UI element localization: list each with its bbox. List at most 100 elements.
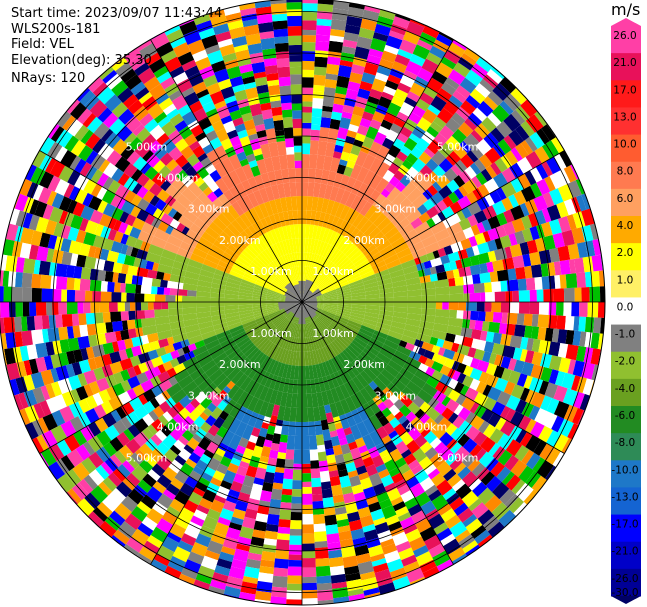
velocity-gate	[318, 362, 327, 378]
velocity-gate	[232, 263, 247, 273]
velocity-gate	[233, 236, 247, 250]
noise-gate	[128, 136, 143, 152]
velocity-gate	[424, 241, 441, 254]
noise-gate	[383, 44, 399, 56]
velocity-gate	[365, 293, 380, 299]
velocity-gate	[302, 435, 310, 450]
velocity-gate	[371, 260, 387, 271]
colorbar-tick-label: -26.0	[611, 573, 638, 585]
noise-gate	[212, 23, 230, 36]
noise-gate	[249, 492, 262, 501]
noise-gate	[126, 456, 140, 470]
velocity-gate	[233, 354, 247, 368]
noise-gate	[177, 348, 185, 357]
velocity-gate	[257, 277, 271, 286]
noise-gate	[134, 87, 150, 101]
noise-gate	[270, 488, 283, 501]
noise-gate	[109, 454, 123, 468]
velocity-gate	[228, 154, 242, 171]
clutter-gate	[302, 302, 318, 308]
noise-gate	[178, 448, 192, 462]
noise-gate	[487, 250, 497, 263]
velocity-gate	[199, 325, 215, 335]
noise-gate	[438, 158, 454, 173]
velocity-gate	[281, 334, 290, 349]
noise-gate	[239, 526, 254, 540]
noise-gate	[222, 395, 232, 405]
noise-gate	[109, 351, 122, 364]
velocity-gate	[393, 290, 408, 298]
noise-gate	[486, 68, 503, 85]
noise-gate	[587, 302, 599, 318]
noise-gate	[239, 105, 252, 116]
noise-gate	[36, 246, 49, 262]
noise-gate	[126, 388, 138, 401]
velocity-gate	[150, 236, 167, 249]
velocity-gate	[269, 285, 283, 294]
velocity-gate	[406, 283, 422, 291]
velocity-gate	[286, 253, 293, 268]
velocity-gate	[270, 244, 280, 259]
noise-gate	[363, 62, 379, 76]
velocity-gate	[314, 319, 325, 332]
noise-gate	[539, 443, 555, 461]
velocity-gate	[197, 316, 213, 325]
velocity-gate	[379, 310, 394, 317]
velocity-gate	[254, 256, 267, 269]
noise-gate	[117, 221, 129, 234]
noise-gate	[23, 422, 39, 441]
velocity-gate	[406, 380, 422, 396]
velocity-gate	[311, 253, 318, 268]
clutter-gate	[284, 289, 302, 302]
velocity-gate	[277, 274, 289, 286]
noise-gate	[45, 383, 56, 399]
noise-gate	[146, 153, 161, 168]
velocity-gate	[266, 304, 281, 308]
noise-gate	[469, 367, 483, 381]
noise-gate	[360, 18, 378, 32]
noise-gate	[62, 115, 76, 131]
velocity-gate	[303, 337, 308, 352]
velocity-gate	[361, 321, 377, 330]
noise-gate	[467, 214, 479, 227]
velocity-gate	[182, 208, 198, 224]
velocity-gate	[266, 294, 281, 299]
noise-gate	[7, 378, 20, 397]
noise-gate	[382, 422, 396, 435]
noise-gate	[156, 286, 165, 295]
noise-gate	[137, 352, 151, 364]
noise-gate	[339, 538, 354, 548]
noise-gate	[343, 166, 354, 177]
noise-gate	[209, 90, 225, 105]
noise-gate	[471, 338, 480, 349]
noise-gate	[499, 488, 516, 505]
noise-gate	[443, 99, 460, 116]
noise-gate	[514, 445, 530, 462]
noise-gate	[257, 504, 270, 515]
velocity-gate	[411, 193, 428, 209]
velocity-gate	[387, 231, 403, 245]
noise-gate	[84, 290, 93, 302]
velocity-gate	[360, 324, 375, 334]
noise-gate	[147, 469, 161, 482]
noise-gate	[137, 522, 154, 537]
velocity-gate	[401, 386, 418, 402]
noise-gate	[425, 205, 440, 219]
noise-gate	[563, 287, 575, 302]
noise-gate	[485, 475, 502, 492]
noise-gate	[505, 439, 523, 457]
noise-gate	[438, 125, 455, 141]
noise-gate	[423, 198, 435, 211]
velocity-gate	[334, 187, 346, 204]
range-rings	[0, 0, 606, 606]
noise-gate	[302, 29, 317, 36]
noise-gate	[372, 111, 386, 123]
noise-gate	[312, 500, 324, 509]
noise-gate	[371, 78, 387, 93]
noise-gate	[518, 290, 530, 302]
velocity-gate	[309, 322, 317, 336]
velocity-gate	[321, 227, 330, 243]
noise-gate	[60, 454, 75, 472]
noise-gate	[332, 103, 344, 114]
noise-gate	[224, 58, 239, 70]
